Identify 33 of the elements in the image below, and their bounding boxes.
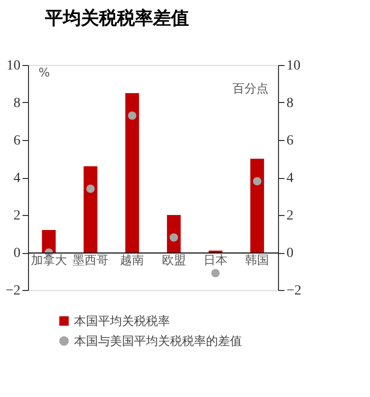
x-tick-label: 墨西哥 <box>72 253 108 267</box>
y2-tick-label: 0 <box>286 246 294 261</box>
point <box>252 177 262 186</box>
legend-label: 本国与美国平均关税税率的差值 <box>74 334 242 348</box>
y2-tick-label: 2 <box>286 208 294 224</box>
bar <box>84 166 98 252</box>
y-tick-label: 4 <box>14 171 20 186</box>
y-tick-label: 10 <box>6 58 20 74</box>
legend-label: 本国平均关税税率 <box>74 314 170 328</box>
x-tick-label: 韩国 <box>245 253 270 267</box>
y-tick-label: −2 <box>6 284 20 298</box>
point <box>170 233 178 242</box>
x-tick-label: 日本 <box>204 253 228 267</box>
y-tick-label: 0 <box>14 246 20 261</box>
y-tick-label: 8 <box>14 96 20 111</box>
y2-axis-title: 百分点 <box>232 82 268 96</box>
y2-tick-label: 10 <box>286 58 300 74</box>
chart-title: 平均关税税率差值 <box>44 8 190 29</box>
y-tick-label: 2 <box>14 208 20 224</box>
y2-tick-label: 6 <box>286 134 294 148</box>
y2-tick-label: 4 <box>286 171 294 186</box>
point <box>86 184 95 193</box>
y-tick-label: 6 <box>14 134 20 148</box>
y2-tick-label: 8 <box>286 96 294 111</box>
x-tick-label: 加拿大 <box>30 253 67 267</box>
x-tick-label: 欧盟 <box>162 253 186 267</box>
x-tick-label: 越南 <box>120 253 144 267</box>
bar <box>125 93 140 252</box>
point <box>128 111 136 120</box>
point <box>211 268 220 278</box>
y2-tick-label: −2 <box>286 284 302 298</box>
y-axis-title: % <box>38 66 50 80</box>
bar <box>250 158 264 252</box>
